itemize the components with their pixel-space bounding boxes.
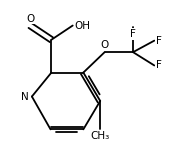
Text: OH: OH [74,20,90,30]
Text: O: O [101,40,109,50]
Text: F: F [156,61,162,71]
Text: F: F [130,29,136,39]
Text: N: N [21,91,29,101]
Text: F: F [156,36,162,46]
Text: CH₃: CH₃ [91,131,110,141]
Text: O: O [26,14,34,24]
